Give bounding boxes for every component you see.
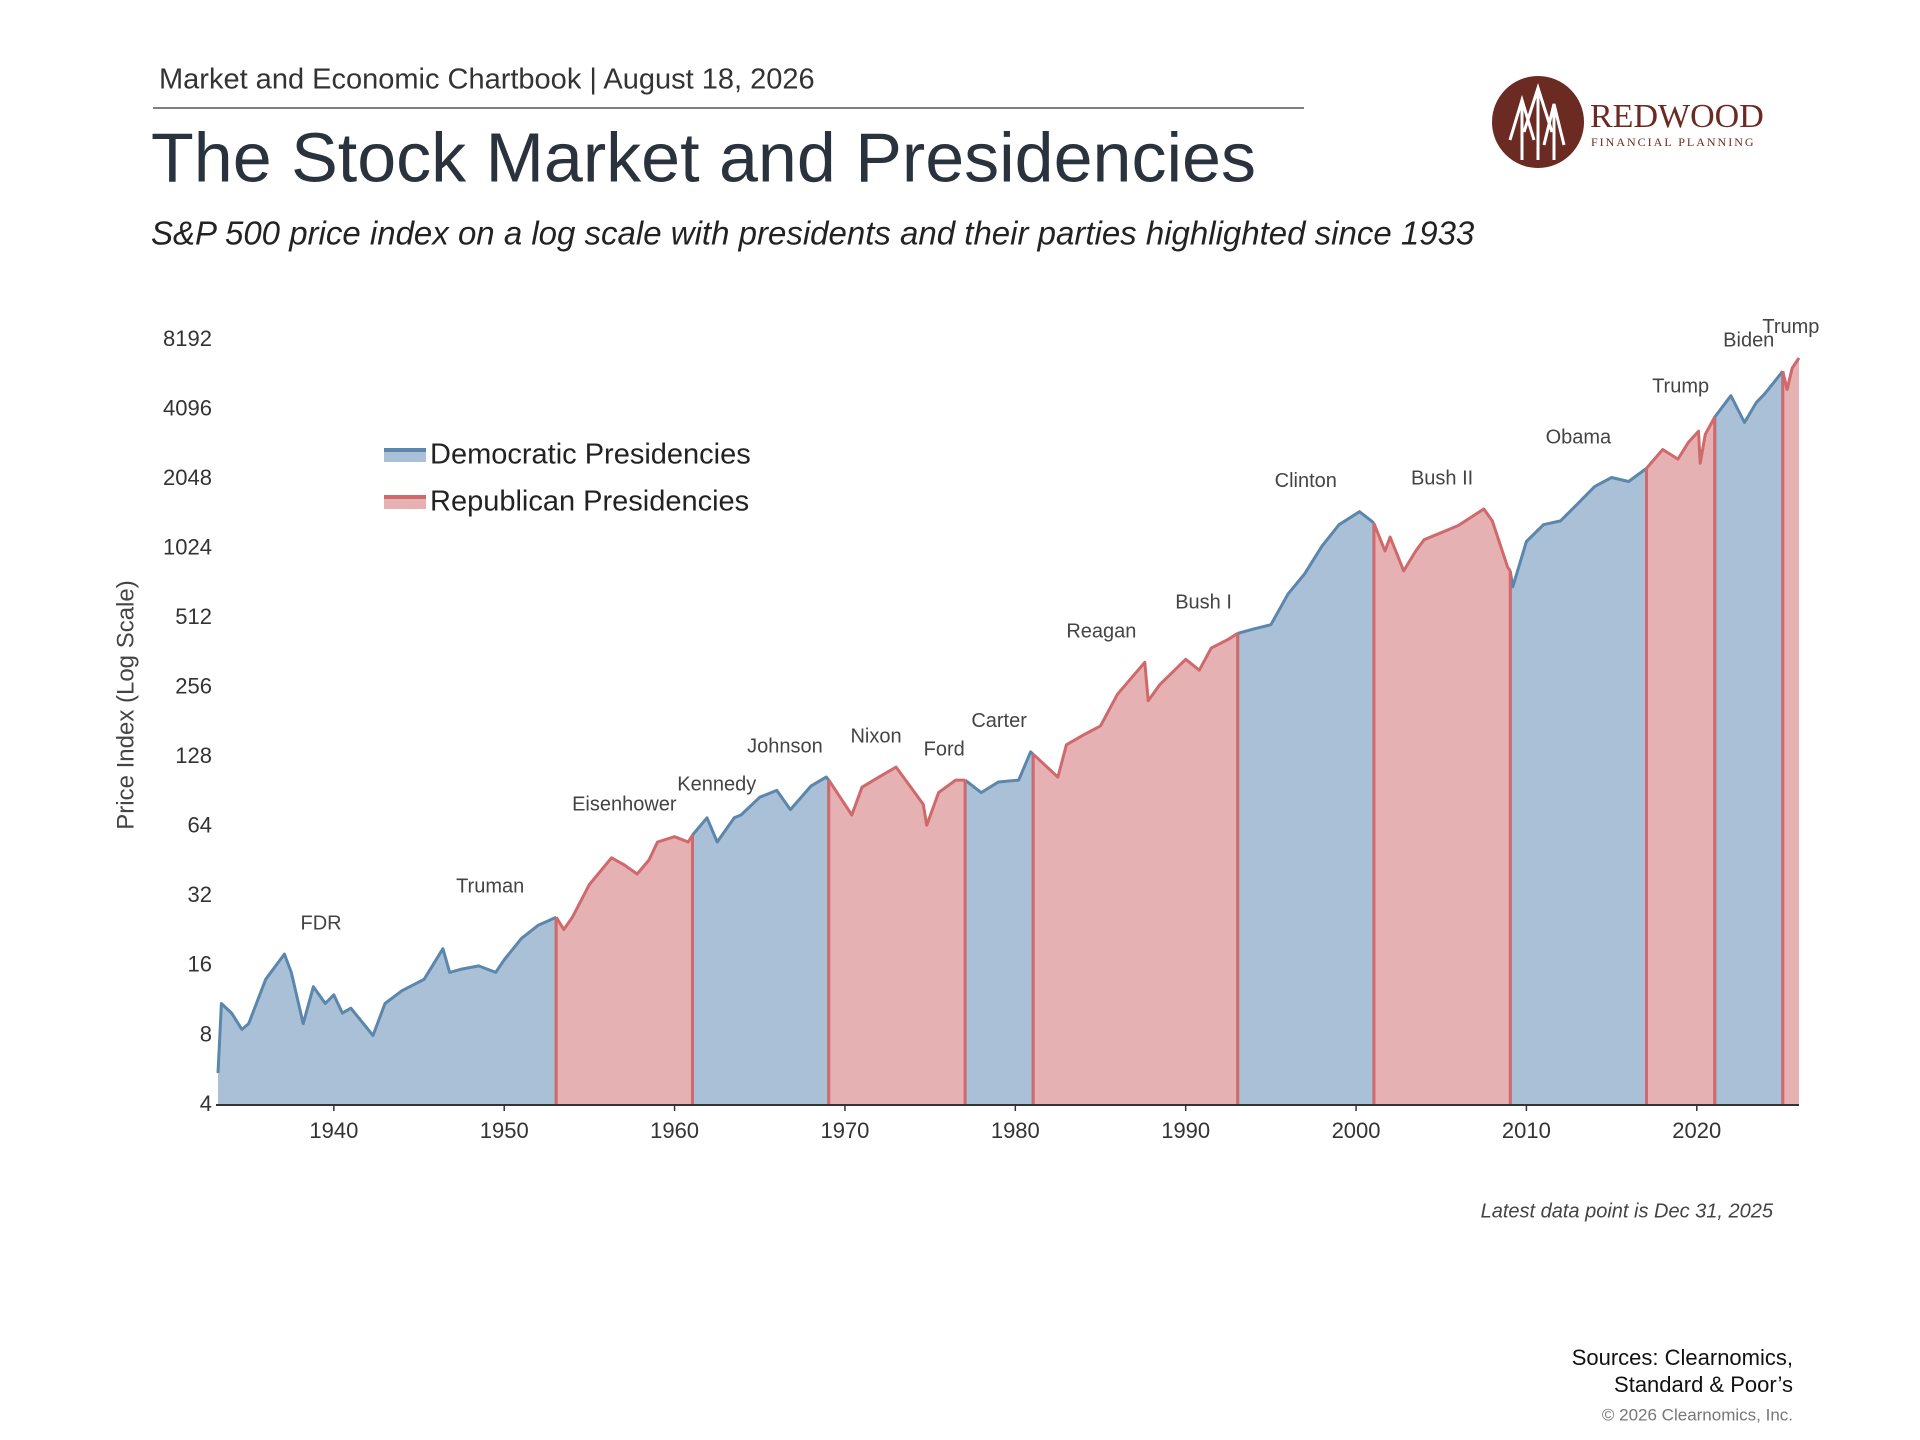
area — [1033, 633, 1238, 1105]
y-tick-label: 4 — [200, 1091, 212, 1116]
chart-subtitle: S&P 500 price index on a log scale with … — [151, 215, 1475, 252]
x-tick-label: 2020 — [1672, 1118, 1721, 1143]
y-tick-label: 8192 — [163, 326, 212, 351]
x-tick-label: 1990 — [1161, 1118, 1210, 1143]
line — [1508, 467, 1648, 589]
chart-title: The Stock Market and Presidencies — [151, 118, 1256, 196]
plot: 4 8 16 32 64 128 256 512 1024 2048 4096 8192 1940 195… — [163, 316, 1819, 1143]
legend-label: Republican Presidencies — [430, 486, 749, 518]
x-tick-label: 1970 — [820, 1118, 869, 1143]
x-tick-label: 1960 — [650, 1118, 699, 1143]
y-tick-label: 4096 — [163, 395, 212, 420]
president-label: Biden — [1723, 330, 1774, 352]
copyright: © 2026 Clearnomics, Inc. — [1602, 1405, 1793, 1424]
area — [556, 835, 693, 1105]
header: Market and Economic Chartbook | August 1… — [159, 64, 815, 96]
line — [691, 775, 830, 844]
y-axis-label: Price Index (Log Scale) — [112, 580, 139, 829]
y-tick-label: 64 — [188, 813, 212, 838]
legend-label: Democratic Presidencies — [430, 439, 751, 471]
president-label: Truman — [456, 875, 524, 897]
line — [1645, 416, 1717, 470]
area — [692, 777, 829, 1105]
logo: REDWOOD FINANCIAL PLANNING — [1492, 76, 1764, 168]
president-label: Bush II — [1411, 467, 1473, 489]
y-tick-label: 16 — [188, 952, 212, 977]
x-tick-label: 1940 — [309, 1118, 358, 1143]
y-tick-label: 2048 — [163, 465, 212, 490]
y-tick-label: 8 — [200, 1021, 212, 1046]
line — [964, 750, 1035, 795]
president-label: Clinton — [1275, 470, 1337, 492]
president-label: FDR — [301, 912, 342, 934]
y-tick-label: 128 — [175, 743, 212, 768]
area — [828, 767, 966, 1105]
x-tick-label: 1950 — [480, 1118, 529, 1143]
x-tick-label: 2000 — [1332, 1118, 1381, 1143]
area — [218, 917, 557, 1105]
president-label: Kennedy — [677, 773, 756, 795]
line — [827, 765, 966, 827]
president-label: Johnson — [747, 735, 823, 757]
line — [554, 834, 694, 931]
area — [965, 751, 1034, 1105]
line — [1372, 507, 1512, 573]
area — [1714, 371, 1783, 1105]
line — [1781, 357, 1801, 391]
legend-swatch — [384, 497, 426, 509]
line — [1713, 370, 1784, 424]
y-tick-label: 1024 — [163, 534, 212, 559]
president-label: Trump — [1652, 375, 1709, 397]
logo-tagline: FINANCIAL PLANNING — [1591, 135, 1756, 149]
area — [1782, 358, 1799, 1105]
y-tick-label: 512 — [175, 604, 212, 629]
president-label: Carter — [971, 710, 1027, 732]
president-label: Ford — [924, 738, 965, 760]
logo-name: REDWOOD — [1590, 98, 1764, 135]
president-label: Bush I — [1175, 592, 1232, 614]
line — [1237, 510, 1375, 635]
y-tick-label: 32 — [188, 882, 212, 907]
legend-swatch — [384, 450, 426, 462]
area — [1373, 509, 1511, 1105]
x-tick-label: 1980 — [991, 1118, 1040, 1143]
sources: Standard & Poor’s — [1614, 1372, 1793, 1397]
sources: Sources: Clearnomics, — [1572, 1345, 1793, 1370]
president-label: Eisenhower — [572, 793, 677, 815]
president-label: Obama — [1546, 427, 1612, 449]
area — [1510, 468, 1647, 1105]
data-note: Latest data point is Dec 31, 2025 — [1481, 1200, 1774, 1222]
x-tick-label: 2010 — [1502, 1118, 1551, 1143]
area — [1646, 417, 1715, 1106]
president-label: Trump — [1762, 316, 1819, 338]
y-tick-label: 256 — [175, 674, 212, 699]
area — [1237, 511, 1374, 1105]
president-label: Reagan — [1066, 621, 1136, 643]
logo-trees — [1508, 83, 1566, 160]
line — [1032, 632, 1239, 779]
president-label: Nixon — [850, 725, 901, 747]
line — [216, 915, 557, 1074]
